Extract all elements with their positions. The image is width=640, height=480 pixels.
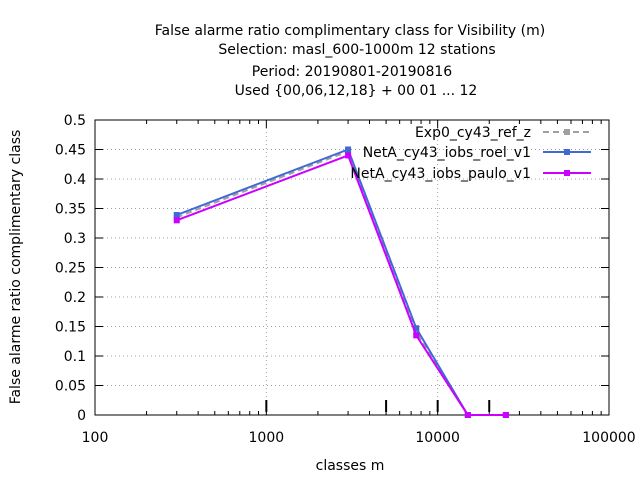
series-2-point	[345, 146, 352, 153]
title-line-1: False alarme ratio complimentary class f…	[155, 23, 545, 39]
legend-marker-1	[564, 129, 570, 135]
series-2-point	[173, 211, 180, 218]
y-tick-label: 0.4	[64, 172, 86, 188]
series-3-point	[345, 152, 352, 159]
y-tick-label: 0.05	[55, 379, 86, 395]
title-line-2: Selection: masl_600-1000m 12 stations	[218, 42, 495, 58]
series-3-point	[464, 412, 471, 418]
series-3-point	[173, 217, 180, 224]
legend-marker-3	[564, 170, 570, 176]
y-tick-label: 0.5	[64, 113, 86, 129]
legend-label-3: NetA_cy43_iobs_paulo_v1	[350, 166, 531, 182]
sample-marks	[265, 400, 491, 412]
legend-marker-2	[564, 149, 570, 155]
series-line-2	[176, 148, 506, 416]
x-tick-label: 1000	[249, 430, 285, 446]
legend: Exp0_cy43_ref_z NetA_cy43_iobs_roel_v1 Net…	[350, 125, 591, 182]
series-line-1	[176, 150, 506, 416]
series-3-point	[502, 412, 509, 418]
series-2-point	[413, 325, 420, 332]
chart-title: False alarme ratio complimentary class f…	[155, 23, 545, 99]
x-tick-label: 100	[82, 430, 109, 446]
y-tick-label: 0.35	[55, 202, 86, 218]
y-tick-label: 0.45	[55, 143, 86, 159]
grid-lines	[95, 120, 609, 415]
y-tick-label: 0.2	[64, 290, 86, 306]
y-tick-label: 0.1	[64, 349, 86, 365]
x-axis-label: classes m	[316, 458, 385, 474]
x-tick-label: 10000	[415, 430, 460, 446]
legend-label-2: NetA_cy43_iobs_roel_v1	[363, 145, 531, 161]
y-tick-label: 0.3	[64, 231, 86, 247]
y-tick-label: 0.25	[55, 261, 86, 277]
legend-label-1: Exp0_cy43_ref_z	[415, 125, 531, 141]
y-axis-label: False alarme ratio complimentary class	[8, 130, 24, 405]
series-line-3	[176, 154, 506, 416]
title-line-3: Period: 20190801-20190816	[252, 64, 452, 80]
title-line-4: Used {00,06,12,18} + 00 01 ... 12	[235, 83, 478, 99]
series-3-point	[413, 332, 420, 339]
series-group	[173, 146, 509, 418]
y-tick-label: 0.15	[55, 320, 86, 336]
x-tick-label: 100000	[582, 430, 635, 446]
axis-ticks: 0 0.05 0.1 0.15 0.2 0.25 0.3 0.35 0.4 0.45 0.5 100 1…	[55, 113, 636, 446]
y-tick-label: 0	[77, 408, 86, 424]
